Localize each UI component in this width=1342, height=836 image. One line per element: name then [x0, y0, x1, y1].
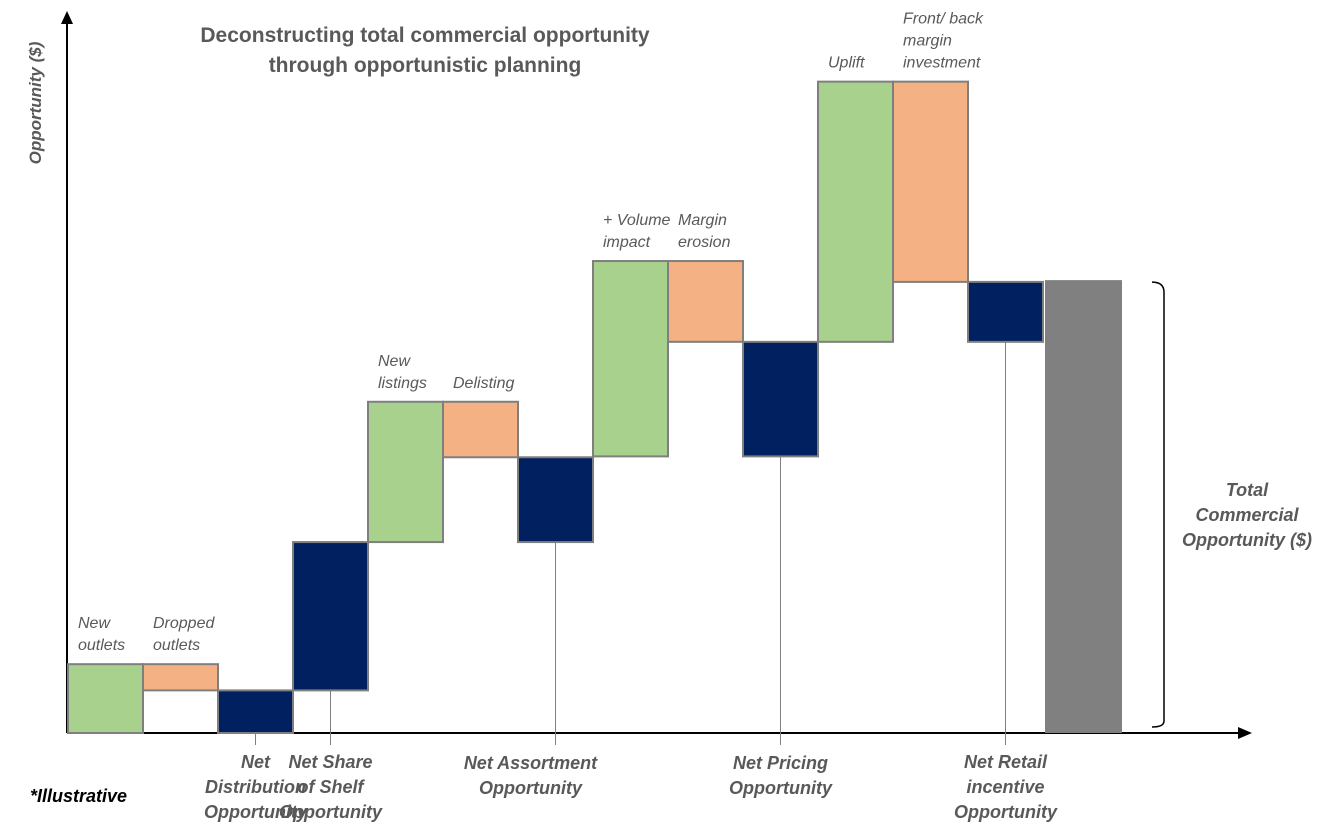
connector-lines [255, 341, 1006, 745]
total-bar-13 [1045, 280, 1122, 733]
increase-bar-0 [67, 663, 144, 734]
net-bar-6 [517, 456, 594, 544]
total-opportunity-label: Total Commercial Opportunity ($) [1182, 480, 1312, 550]
bar-label-8: Margin erosion [678, 212, 731, 251]
bars [67, 80, 1122, 734]
y-axis-arrow-icon [61, 11, 73, 24]
bar-label-1: Dropped outlets [153, 615, 215, 654]
bar-label-4: New listings [378, 353, 427, 392]
increase-bar-10 [817, 80, 894, 343]
bar-label-10: Uplift [828, 55, 865, 72]
category-label-9: Net Pricing Opportunity [729, 753, 833, 798]
bar-label-11: Front/ back margin investment [903, 11, 984, 72]
decrease-bar-1 [142, 663, 219, 692]
decrease-bar-11 [892, 80, 969, 283]
total-bracket-line [1151, 281, 1165, 728]
bar-label-5: Delisting [453, 375, 514, 392]
category-label-12: Net Retail incentive Opportunity [954, 752, 1058, 822]
net-bar-2 [217, 689, 294, 734]
category-label-2: Net Distribution Opportunity [204, 752, 308, 822]
net-bar-12 [967, 280, 1044, 343]
increase-bar-4 [367, 400, 444, 544]
x-axis-arrow-icon [1238, 727, 1252, 739]
decrease-bar-5 [442, 400, 519, 459]
chart-title: Deconstructing total commercial opportun… [200, 24, 650, 77]
y-axis-label: Opportunity ($) [26, 41, 45, 164]
decrease-bar-8 [667, 260, 744, 343]
net-bar-9 [742, 340, 819, 458]
category-label-3: Net Share of Shelf Opportunity [279, 752, 383, 822]
category-label-6: Net Assortment Opportunity [464, 753, 598, 798]
increase-bar-7 [592, 260, 669, 458]
bar-label-0: New outlets [78, 615, 125, 654]
net-bar-3 [292, 541, 369, 692]
total-bracket: Total Commercial Opportunity ($) [1151, 281, 1312, 728]
bar-label-7: + Volume impact [603, 212, 671, 251]
illustrative-note: *Illustrative [30, 786, 127, 806]
bar-labels: New outlets Dropped outlets New listings Delis… [78, 11, 984, 655]
